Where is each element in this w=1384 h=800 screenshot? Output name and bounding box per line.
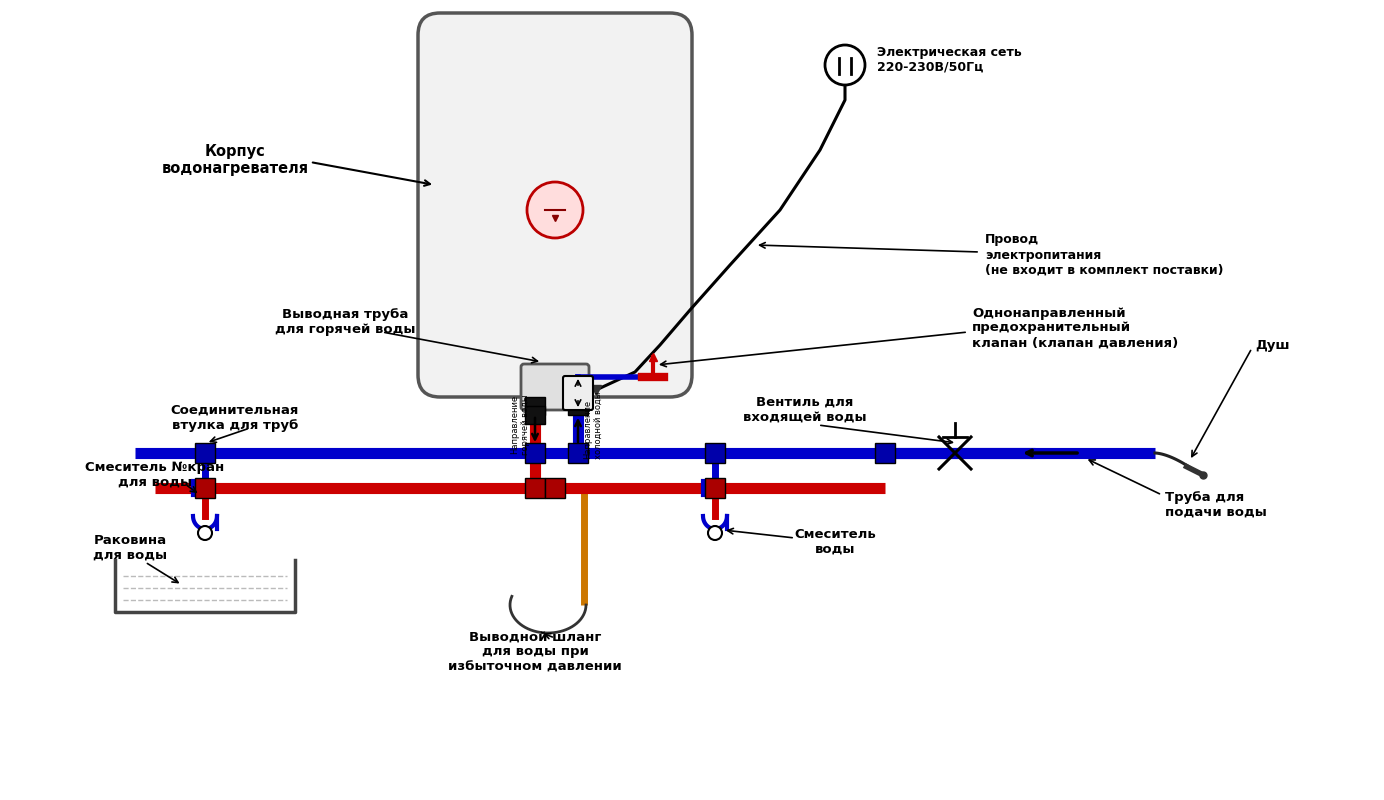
Text: Направление
холодной воды: Направление холодной воды [583,391,602,458]
Bar [525,397,545,415]
Bar [525,406,545,424]
Circle shape [709,526,722,540]
FancyBboxPatch shape [418,13,692,397]
Text: Выводной шланг
для воды при
избыточном давлении: Выводной шланг для воды при избыточном д… [448,630,621,674]
Text: Труба для
подачи воды: Труба для подачи воды [1165,491,1266,519]
Bar [525,478,545,498]
FancyBboxPatch shape [520,364,590,410]
Bar [525,443,545,463]
Text: Направление
горячей воды: Направление горячей воды [511,394,530,455]
Text: Корпус
водонагревателя: Корпус водонагревателя [162,144,309,176]
Text: Выводная труба
для горячей воды: Выводная труба для горячей воды [275,308,415,336]
Text: Однонаправленный
предохранительный
клапан (клапан давления): Однонаправленный предохранительный клапа… [972,306,1178,350]
Bar [567,386,588,404]
Bar [567,443,588,463]
Text: Электрическая сеть
220-230В/50Гц: Электрическая сеть 220-230В/50Гц [877,46,1021,74]
Text: Смеситель №кран
для воды: Смеситель №кран для воды [86,461,224,489]
Bar [545,478,565,498]
Bar [704,443,725,463]
Bar [704,478,725,498]
Text: Раковина
для воды: Раковина для воды [93,534,167,562]
Circle shape [825,45,865,85]
Bar [195,443,215,463]
Bar [875,443,895,463]
Text: Душ: Душ [1255,338,1290,351]
Text: Смеситель
воды: Смеситель воды [794,528,876,556]
Circle shape [527,182,583,238]
Text: Вентиль для
входящей воды: Вентиль для входящей воды [743,396,866,424]
Bar [195,478,215,498]
Text: Соединительная
втулка для труб: Соединительная втулка для труб [170,404,299,432]
Bar [567,397,588,415]
Circle shape [198,526,212,540]
FancyBboxPatch shape [563,376,592,410]
Text: Провод
электропитания
(не входит в комплект поставки): Провод электропитания (не входит в компл… [985,234,1223,277]
